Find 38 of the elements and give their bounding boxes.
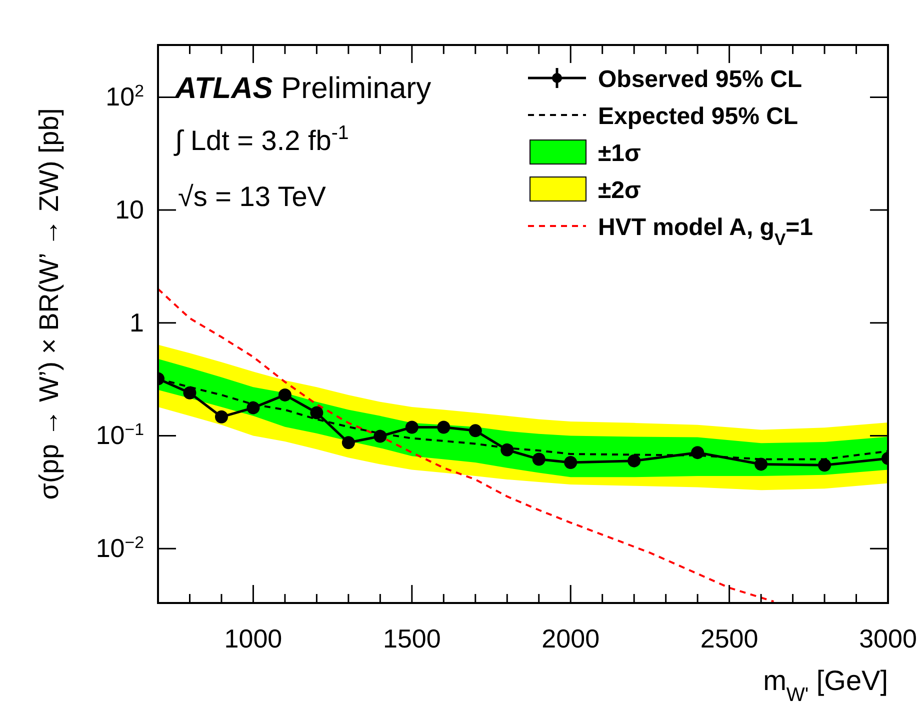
point — [564, 456, 578, 469]
y-tick-label: 10$^{−1}$ — [96, 420, 144, 450]
point — [405, 420, 418, 434]
annotation: √s = 13 TeV — [178, 181, 326, 212]
y-tick-label: 10 — [115, 194, 144, 224]
x-tick-label: 1500 — [382, 623, 441, 654]
point — [818, 458, 832, 472]
legend-label: Expected 95% CL — [598, 103, 798, 130]
x-axis-title: m$_{W'}$ [GeV] — [763, 665, 888, 704]
point — [754, 458, 768, 471]
point — [532, 452, 546, 466]
point — [342, 436, 355, 450]
x-tick-label: 2000 — [542, 623, 600, 654]
x-tick-label: 1000 — [224, 623, 282, 654]
y-tick-label: 10$^{2}$ — [106, 81, 144, 112]
legend-label: ±2σ — [598, 177, 641, 204]
point — [214, 410, 228, 424]
y-tick-label: 1 — [130, 307, 144, 338]
legend-label: ±1σ — [598, 140, 641, 167]
point — [468, 424, 482, 438]
line-series — [158, 288, 775, 603]
x-tick-label: 3000 — [859, 623, 917, 654]
y-axis-title: σ(pp → W’) × BR(W’ → ZW) [pb] — [34, 108, 64, 500]
y-tick-label: 10$^{−2}$ — [96, 532, 144, 563]
point — [278, 388, 292, 402]
x-tick-label: 2500 — [700, 623, 758, 654]
point — [374, 430, 387, 443]
point — [500, 443, 514, 456]
point — [628, 454, 641, 468]
annotation: ∫ Ldt = 3.2 fb$^{-1}$ — [173, 122, 349, 156]
point — [183, 386, 196, 400]
annotation: ATLAS Preliminary — [174, 72, 432, 105]
legend-label: HVT model A, g$_{V}$=1 — [598, 214, 814, 248]
legend-label: Observed 95% CL — [598, 66, 802, 93]
point — [691, 446, 704, 460]
point — [310, 406, 324, 420]
point — [246, 401, 260, 414]
point — [437, 420, 450, 434]
